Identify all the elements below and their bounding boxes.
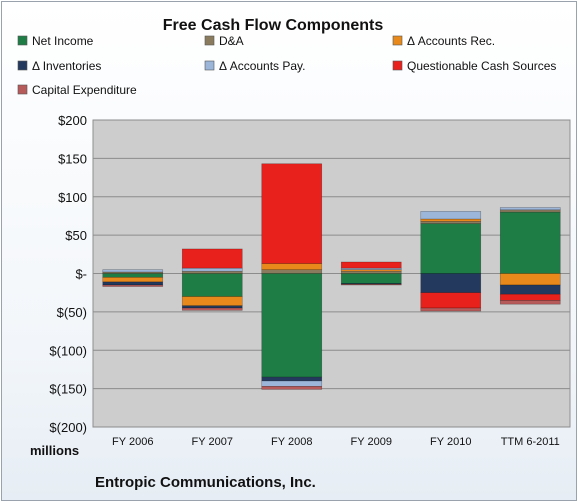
bar-d-a (261, 269, 323, 274)
bar-net-income (420, 223, 482, 274)
bar-delta-accounts-pay (102, 269, 164, 273)
bar-net-income (261, 273, 323, 378)
bar-questionable-cash-sources (340, 261, 402, 269)
legend-swatch (17, 84, 28, 95)
chart-title: Free Cash Flow Components (163, 17, 384, 34)
x-tick-label: FY 2007 (192, 436, 233, 448)
bar-d-a (340, 270, 402, 274)
bar-capital-expenditure (102, 284, 164, 287)
bar-capital-expenditure (181, 307, 243, 311)
y-tick-label: $- (75, 267, 87, 282)
x-tick-label: FY 2010 (430, 436, 471, 448)
x-axis: FY 2006 FY 2007 FY 2008 FY 2009 FY 2010 TTM 6… (112, 436, 560, 448)
legend-swatch (392, 35, 403, 46)
bar-questionable-cash-sources (499, 293, 561, 301)
legend-swatch (17, 60, 28, 71)
y-tick-label: $100 (58, 190, 87, 205)
x-tick-label: FY 2006 (112, 436, 153, 448)
legend-label: Net Income (32, 34, 94, 48)
bar-delta-inventories (499, 284, 561, 295)
bar-net-income (181, 273, 243, 297)
bar-delta-inventories (102, 281, 164, 286)
legend-swatch (204, 60, 215, 71)
legend-swatch (392, 60, 403, 71)
bar-delta-accounts-pay (261, 380, 323, 387)
legend: Net Income D&A Δ Accounts Rec. Δ Inventorie… (17, 34, 556, 97)
y-tick-label: $(200) (49, 420, 87, 435)
bar-delta-accounts-rec (420, 218, 482, 222)
legend-swatch (17, 35, 28, 46)
bar-delta-inventories (181, 305, 243, 309)
bar-capital-expenditure (261, 386, 323, 390)
bar-delta-accounts-pay (499, 207, 561, 211)
bar-d-a (420, 221, 482, 224)
y-tick-label: $(150) (49, 382, 87, 397)
bar-delta-accounts-pay (181, 267, 243, 272)
y-unit-label: millions (30, 443, 79, 458)
bar-questionable-cash-sources (420, 292, 482, 309)
bars (102, 163, 561, 390)
legend-swatch (204, 35, 215, 46)
y-tick-label: $150 (58, 151, 87, 166)
legend-label: Δ Accounts Pay. (219, 59, 306, 73)
bar-delta-accounts-pay (420, 211, 482, 220)
legend-label: D&A (219, 34, 244, 48)
bar-delta-accounts-rec (102, 277, 164, 283)
bar-net-income (102, 273, 164, 278)
y-axis: $200 $150 $100 $50 $- $(50) $(100) $(150) $(200) (49, 113, 87, 435)
y-tick-label: $(100) (49, 343, 87, 358)
legend-label: Questionable Cash Sources (407, 59, 556, 73)
y-tick-label: $200 (58, 113, 87, 128)
x-tick-label: FY 2008 (271, 436, 312, 448)
footer-company: Entropic Communications, Inc. (95, 474, 316, 491)
bar-questionable-cash-sources (181, 248, 243, 269)
bar-delta-accounts-rec (181, 296, 243, 307)
bar-net-income (499, 211, 561, 274)
bar-delta-inventories (261, 376, 323, 382)
bar-d-a (181, 270, 243, 274)
y-tick-label: $(50) (57, 305, 87, 320)
y-tick-label: $50 (65, 228, 87, 243)
bar-capital-expenditure (420, 307, 482, 312)
bar-d-a (499, 209, 561, 213)
bar-delta-accounts-rec (261, 263, 323, 270)
x-tick-label: FY 2009 (351, 436, 392, 448)
bar-delta-inventories (420, 273, 482, 293)
bar-delta-accounts-rec (499, 273, 561, 286)
bar-net-income (340, 273, 402, 284)
bar-capital-expenditure (340, 283, 402, 286)
bar-questionable-cash-sources (261, 163, 323, 264)
bar-capital-expenditure (499, 300, 561, 305)
legend-label: Capital Expenditure (32, 83, 137, 97)
x-tick-label: TTM 6-2011 (501, 436, 560, 448)
gridlines (93, 119, 570, 428)
legend-label: Δ Accounts Rec. (407, 34, 495, 48)
legend-label: Δ Inventories (32, 59, 101, 73)
